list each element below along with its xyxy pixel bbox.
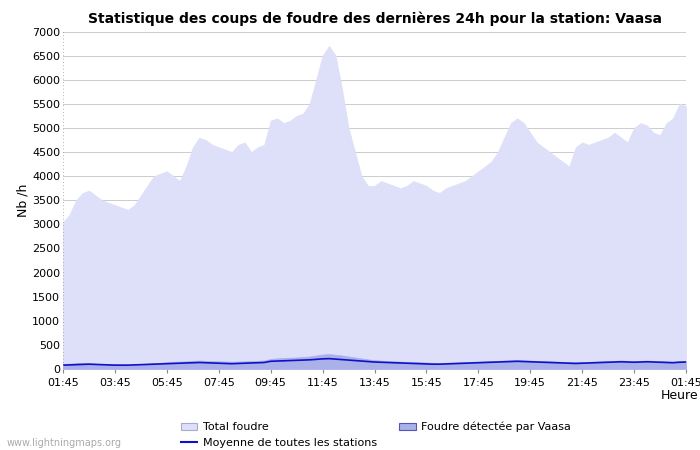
Y-axis label: Nb /h: Nb /h — [16, 184, 29, 217]
X-axis label: Heure: Heure — [661, 389, 699, 402]
Title: Statistique des coups de foudre des dernières 24h pour la station: Vaasa: Statistique des coups de foudre des dern… — [88, 12, 662, 26]
Legend: Total foudre, Moyenne de toutes les stations, Foudre détectée par Vaasa: Total foudre, Moyenne de toutes les stat… — [181, 422, 571, 448]
Text: www.lightningmaps.org: www.lightningmaps.org — [7, 438, 122, 448]
